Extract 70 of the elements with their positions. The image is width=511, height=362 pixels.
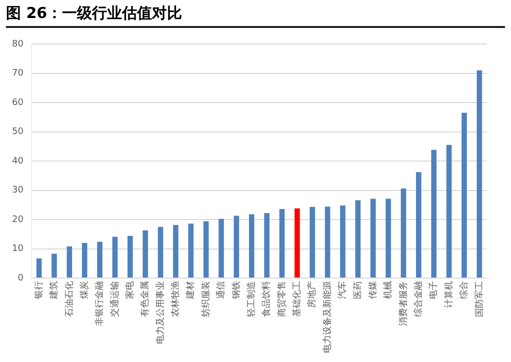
bar (112, 236, 118, 278)
bar (52, 254, 57, 278)
x-tick-label: 医药 (352, 281, 364, 299)
bar (431, 150, 437, 278)
bar (416, 172, 422, 278)
x-tick-label: 建材 (185, 281, 196, 300)
bar (446, 144, 452, 278)
x-tick-label: 食品饮料 (261, 281, 272, 317)
bar (324, 206, 330, 278)
bar (264, 213, 270, 278)
bar (476, 70, 482, 278)
x-tick-label: 电子 (428, 281, 440, 299)
bar (370, 198, 376, 278)
x-tick-label: 消费者服务 (398, 281, 409, 326)
x-tick-label: 国防军工 (474, 281, 485, 317)
bar (310, 206, 316, 278)
bar (203, 221, 209, 278)
bar (188, 224, 194, 278)
y-tick-label: 30 (12, 186, 24, 196)
x-tick-label: 银行 (33, 281, 44, 300)
x-tick-label: 计算机 (443, 281, 454, 308)
chart-title: 图 26：一级行业估值对比 (6, 4, 505, 28)
x-tick-label: 机械 (382, 281, 394, 299)
x-tick-label: 煤炭 (78, 281, 90, 299)
x-tick-label: 基础化工 (292, 281, 303, 317)
x-tick-label: 非银行金融 (94, 281, 106, 326)
x-tick-label: 建筑 (48, 281, 60, 300)
x-tick-label: 电力及公用事业 (154, 281, 166, 344)
x-tick-label: 电力设备及新能源 (322, 281, 333, 353)
x-tick-label: 石油石化 (64, 281, 75, 317)
x-tick-label: 汽车 (337, 281, 348, 299)
bar (82, 242, 88, 278)
x-tick-label: 综合金融 (413, 281, 424, 317)
bar (386, 198, 391, 278)
bar (127, 236, 133, 278)
bar (279, 208, 285, 278)
y-tick-label: 10 (12, 244, 24, 254)
y-tick-label: 70 (12, 68, 24, 79)
bar (355, 200, 361, 278)
x-tick-label: 农林牧渔 (170, 281, 182, 317)
x-tick-label: 通信 (216, 281, 227, 299)
bar (97, 242, 102, 278)
bar (248, 214, 254, 278)
bar (36, 258, 42, 278)
x-tick-label: 房地产 (306, 281, 318, 308)
x-tick-label: 综合 (458, 281, 470, 299)
bar (340, 205, 346, 278)
y-tick-label: 60 (12, 98, 24, 108)
bar (142, 230, 148, 278)
bar (294, 208, 300, 278)
x-tick-label: 有色金属 (140, 281, 151, 317)
bar (66, 246, 72, 278)
x-tick-label: 家电 (124, 281, 136, 299)
y-tick-label: 50 (12, 127, 24, 138)
x-tick-label: 传媒 (367, 281, 378, 299)
x-tick-label: 纺织服装 (200, 281, 212, 317)
y-tick-label: 40 (12, 156, 24, 166)
bar (462, 112, 467, 278)
bar (218, 218, 224, 278)
bar (400, 188, 406, 278)
y-tick-label: 80 (12, 39, 24, 50)
x-tick-label: 交通运输 (109, 281, 120, 317)
x-tick-label: 轻工制造 (246, 281, 257, 317)
y-tick-label: 20 (12, 214, 24, 225)
x-tick-label: 钢铁 (230, 281, 242, 300)
y-tick-label: 0 (18, 273, 24, 284)
bar (158, 226, 164, 278)
bar (173, 225, 178, 278)
bar (234, 216, 240, 278)
x-tick-label: 商贸零售 (276, 281, 288, 317)
